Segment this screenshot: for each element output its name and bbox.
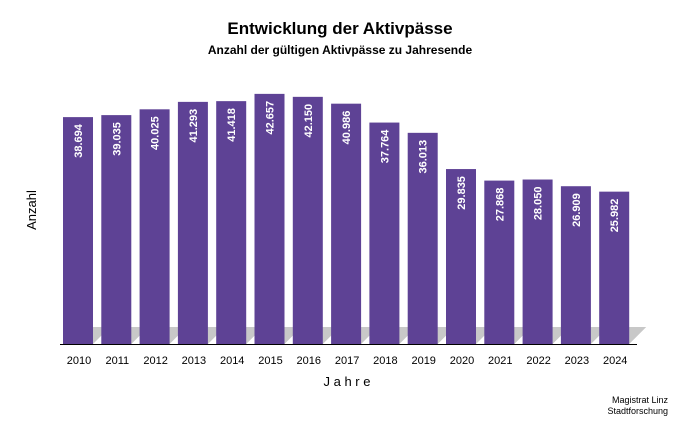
bar-value-label: 38.694 xyxy=(73,123,85,158)
y-axis-label: Anzahl xyxy=(24,190,39,230)
bar xyxy=(254,93,285,344)
x-tick-label: 2021 xyxy=(488,355,512,367)
bar-value-label: 25.982 xyxy=(609,199,621,233)
bar-value-label: 42.657 xyxy=(265,101,277,135)
bar xyxy=(484,180,515,344)
x-tick-labels: 2010 2011 2012 2013 2014 2015 2016 2017 2018 2019… xyxy=(67,355,628,367)
x-tick-label: 2024 xyxy=(603,355,627,367)
bar xyxy=(599,191,630,344)
x-tick-label: 2015 xyxy=(258,355,282,367)
chart-subtitle: Anzahl der gültigen Aktivpässe zu Jahres… xyxy=(207,43,473,57)
chart-title: Entwicklung der Aktivpässe xyxy=(227,19,453,38)
bar-value-label: 41.418 xyxy=(226,108,238,142)
x-tick-label: 2017 xyxy=(335,355,359,367)
bar-value-label: 28.050 xyxy=(533,187,545,221)
bar-value-label: 39.035 xyxy=(111,122,123,156)
x-tick-label: 2010 xyxy=(67,355,91,367)
bar xyxy=(63,117,93,344)
bar-value-label: 27.868 xyxy=(494,188,506,222)
bar-value-label: 37.764 xyxy=(379,129,391,164)
bar xyxy=(407,132,438,344)
bar xyxy=(139,109,170,344)
source-note: Magistrat Linz Stadtforschung xyxy=(607,395,668,417)
bar-value-label: 36.013 xyxy=(418,140,430,174)
x-tick-label: 2019 xyxy=(411,355,435,367)
x-tick-label: 2012 xyxy=(143,355,167,367)
bar xyxy=(292,96,323,345)
x-tick-label: 2022 xyxy=(526,355,550,367)
bar-value-label: 40.986 xyxy=(341,111,353,145)
bar-value-label: 26.909 xyxy=(571,193,583,227)
bar xyxy=(560,186,591,344)
x-tick-label: 2016 xyxy=(297,355,321,367)
x-tick-label: 2023 xyxy=(565,355,589,367)
x-axis-label: J a h r e xyxy=(324,374,371,389)
bar xyxy=(216,101,247,344)
bar xyxy=(369,122,400,344)
bar-value-label: 29.835 xyxy=(456,176,468,210)
source-line-1: Magistrat Linz xyxy=(611,395,668,405)
bar xyxy=(446,169,476,344)
bar xyxy=(331,103,362,344)
bar xyxy=(522,179,553,344)
bar-value-label: 42.150 xyxy=(303,104,315,138)
bar-value-label: 40.025 xyxy=(150,116,162,150)
bar-value-label: 41.293 xyxy=(188,109,200,143)
source-line-2: Stadtforschung xyxy=(607,406,668,416)
x-tick-label: 2014 xyxy=(220,355,244,367)
x-tick-label: 2018 xyxy=(373,355,397,367)
bars-group: 38.694 39.035 40.025 41.293 41.418 42.657 42.1… xyxy=(63,93,630,345)
x-tick-label: 2013 xyxy=(182,355,206,367)
x-tick-label: 2020 xyxy=(450,355,474,367)
x-tick-label: 2011 xyxy=(105,355,129,367)
bar xyxy=(177,101,208,344)
bar xyxy=(101,115,132,345)
